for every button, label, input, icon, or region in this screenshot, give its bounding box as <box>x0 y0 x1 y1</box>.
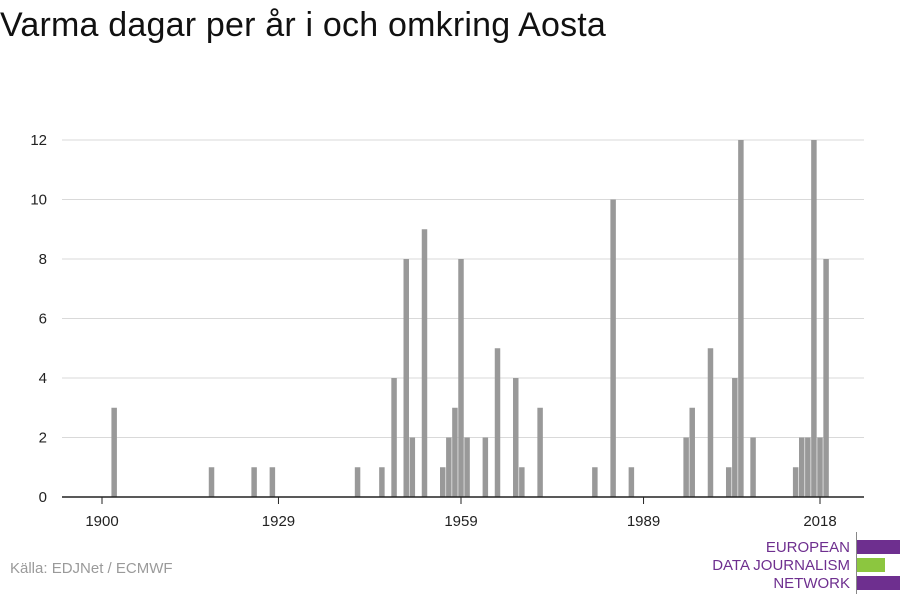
bar <box>792 467 799 497</box>
bar <box>823 259 829 497</box>
logo-text-network: NETWORK <box>773 575 850 592</box>
bar <box>689 407 695 497</box>
bar <box>738 140 744 497</box>
x-tick-label: 2018 <box>803 513 836 530</box>
bar <box>354 467 361 497</box>
x-tick-label: 1989 <box>627 513 660 530</box>
y-tick-label: 10 <box>30 192 47 209</box>
bar <box>111 407 117 497</box>
bar <box>811 140 817 497</box>
bar <box>750 437 756 497</box>
bar <box>391 378 397 497</box>
x-tick-label: 1929 <box>262 513 295 530</box>
bar <box>707 348 714 497</box>
bar <box>409 437 416 497</box>
bar <box>446 437 452 497</box>
y-tick-label: 0 <box>39 489 47 506</box>
x-tick-label: 1900 <box>85 513 118 530</box>
x-tick-label: 1959 <box>444 513 477 530</box>
source-note: Källa: EDJNet / ECMWF <box>10 560 173 577</box>
logo-bar-top <box>857 540 900 554</box>
logo-bar-middle <box>857 558 885 572</box>
bar <box>732 378 738 497</box>
bar <box>592 467 598 497</box>
logo-bar-bottom <box>857 576 900 590</box>
bar <box>817 437 823 497</box>
y-tick-label: 6 <box>39 311 47 328</box>
bar <box>452 407 458 497</box>
bar <box>464 437 470 497</box>
bar <box>494 348 501 497</box>
bar <box>799 437 805 497</box>
bar <box>403 259 409 497</box>
bar <box>610 199 616 497</box>
edjnet-logo: EUROPEAN DATA JOURNALISM NETWORK <box>700 532 900 594</box>
bar <box>379 467 385 497</box>
y-tick-label: 2 <box>39 430 47 447</box>
bar <box>537 407 543 497</box>
bar <box>251 467 257 497</box>
bar <box>458 259 464 497</box>
chart-title: Varma dagar per år i och omkring Aosta <box>0 6 607 44</box>
y-tick-label: 8 <box>39 251 47 268</box>
logo-divider <box>856 532 857 594</box>
bar <box>805 437 811 497</box>
axes: 0 2 4 6 8 10 12 1900 1929 1959 1989 2018 <box>30 132 864 530</box>
logo-text-data-journalism: DATA JOURNALISM <box>712 557 850 574</box>
bar <box>440 467 446 497</box>
bar <box>482 437 489 497</box>
bar <box>421 229 428 497</box>
y-tick-label: 4 <box>39 370 47 387</box>
bar <box>208 467 215 497</box>
bar <box>513 378 519 497</box>
bar <box>519 467 525 497</box>
bar <box>725 467 732 497</box>
bar <box>628 467 635 497</box>
bars <box>111 140 829 497</box>
logo-text-european: EUROPEAN <box>765 539 850 556</box>
bar <box>683 437 689 497</box>
y-tick-label: 12 <box>30 132 47 149</box>
bar <box>269 467 276 497</box>
